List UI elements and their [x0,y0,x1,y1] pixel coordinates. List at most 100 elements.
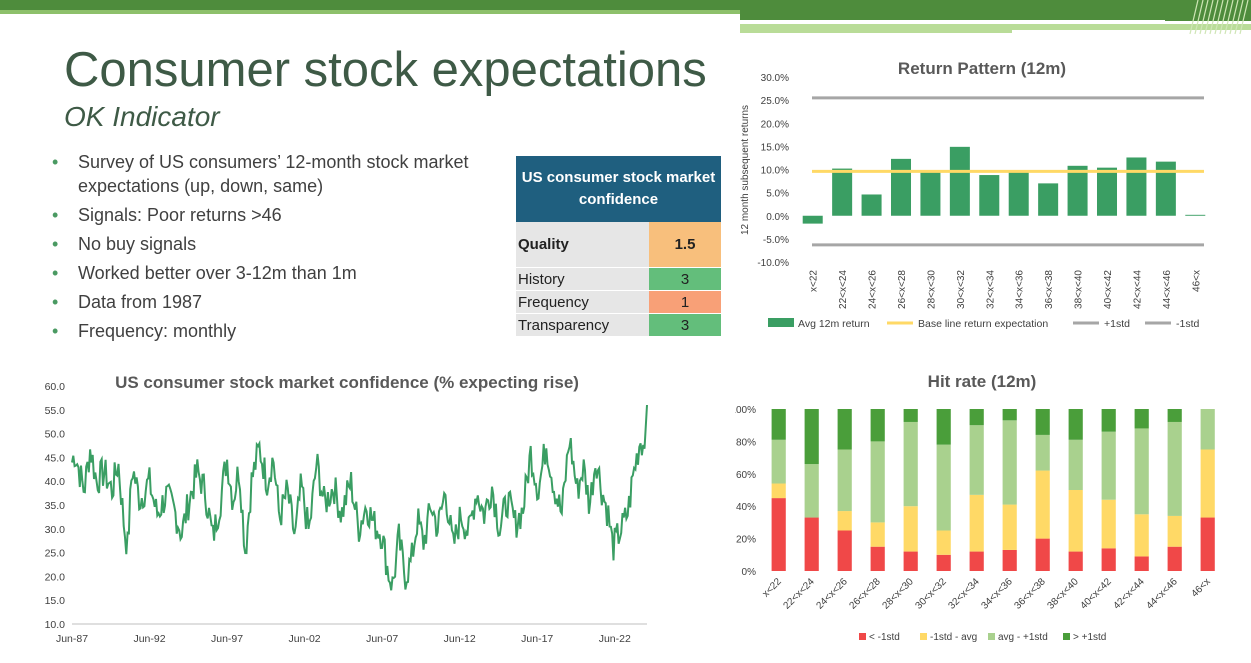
stacked-bar-segment [936,409,951,445]
x-tick-label: Jun-02 [289,633,321,645]
stacked-bar-segment [1035,434,1050,471]
score-row-history: History 3 [516,267,721,290]
y-axis-label: 12 month subsequent returns [740,105,751,235]
y-tick-label: 10.0% [761,166,789,177]
x-tick-label: 38<x<40 [1046,576,1082,612]
stacked-bar-segment [936,444,951,531]
legend-label: +1std [1104,318,1130,330]
bar-avg-return [1155,161,1176,216]
stacked-bar-segment [903,409,918,422]
x-tick-label: 30<x<32 [914,576,950,612]
stacked-bar-segment [1134,556,1149,571]
y-tick-label: 30.0% [761,73,789,84]
score-table: US consumer stock market confidence Qual… [516,156,721,336]
stacked-bar-segment [804,517,819,571]
stacked-bar-segment [771,409,786,440]
header-decoration [0,0,1251,35]
stacked-bar-segment [837,530,852,571]
page-subtitle: OK Indicator [64,101,220,132]
stacked-bar-segment [804,409,819,465]
score-label: Quality [516,222,649,267]
legend-label: -1std - avg [930,632,977,643]
legend-label: Base line return expectation [918,318,1048,330]
y-tick-label: 0.0% [766,212,789,223]
stacked-bar-segment [1134,409,1149,429]
bar-avg-return [1008,171,1029,216]
x-tick-label: 40<x<42 [1103,270,1114,309]
bar-avg-return [802,215,823,224]
legend-swatch [988,633,995,640]
legend-swatch [1063,633,1070,640]
y-tick-label: 100% [735,405,756,416]
stacked-bar-segment [1002,504,1017,550]
bar-avg-return [861,194,882,216]
stacked-bar-segment [1200,409,1215,450]
y-tick-label: 60% [736,470,756,481]
bullet-list: Survey of US consumers’ 12-month stock m… [52,150,502,348]
x-tick-label: 36<x<38 [1044,270,1055,309]
stacked-bar-segment [1068,490,1083,552]
stacked-bar-segment [870,522,885,547]
stacked-bar-segment [1068,551,1083,571]
y-tick-label: 10.0 [45,619,66,631]
x-tick-label: Jun-17 [521,633,553,645]
y-tick-label: 35.0 [45,500,66,512]
stacked-bar-segment [837,409,852,450]
stacked-bar-segment [1002,420,1017,505]
bar-avg-return [890,158,912,216]
bar-avg-return [1185,214,1206,216]
stacked-bar-segment [1101,409,1116,432]
chart-title: Hit rate (12m) [928,372,1037,391]
y-tick-label: -10.0% [757,258,789,269]
stacked-bar-segment [1167,515,1182,547]
legend-swatch [859,633,866,640]
y-tick-label: 25.0 [45,548,66,560]
y-tick-label: 15.0% [761,142,789,153]
x-tick-label: 44<x<46 [1162,270,1173,309]
y-tick-label: 15.0 [45,595,66,607]
stacked-bar-segment [936,554,951,571]
stacked-bar-segment [1134,514,1149,557]
series-line [71,404,648,591]
bar-avg-return [920,172,941,216]
bar-avg-return [832,168,853,216]
chart-title: US consumer stock market confidence (% e… [115,373,579,392]
x-tick-label: x<22 [809,270,820,292]
y-tick-label: 0% [742,567,757,578]
stacked-bar-segment [1200,517,1215,571]
stacked-bar-segment [870,546,885,571]
bar-avg-return [1067,165,1088,216]
bar-avg-return [949,146,970,216]
score-value: 1 [649,291,721,313]
y-tick-label: 45.0 [45,452,66,464]
score-label: History [516,268,649,290]
hit-rate-chart: Hit rate (12m) 0% 20% 40% 60% 80% 100% x<2222<x… [735,372,1215,643]
legend-swatch [920,633,927,640]
bar-avg-return [1096,167,1118,216]
x-tick-label: 34<x<36 [980,576,1016,612]
x-tick-label: 42<x<44 [1132,270,1143,309]
y-tick-label: 30.0 [45,524,66,536]
page-title: Consumer stock expectations [64,43,707,97]
y-tick-label: 5.0% [766,189,789,200]
stacked-bar-segment [870,409,885,442]
stacked-bar-segment [1101,548,1116,571]
y-tick-label: 55.0 [45,405,66,417]
stacked-bar-segment [903,506,918,552]
x-tick-label: Jun-87 [56,633,88,645]
x-tick-label: 22<x<24 [782,576,818,612]
x-tick-label: 46<x [1191,270,1202,292]
x-tick-label: 34<x<36 [1015,270,1026,309]
legend-swatch [768,318,794,327]
stacked-bar-segment [771,498,786,571]
stacked-bar-segment [1035,409,1050,435]
stacked-bar-segment [1002,409,1017,421]
x-tick-label: Jun-97 [211,633,243,645]
x-tick-label: Jun-92 [133,633,165,645]
score-value: 3 [649,268,721,290]
stacked-bar-segment [771,483,786,499]
return-pattern-chart: Return Pattern (12m) 12 month subsequent … [740,59,1206,330]
bullet-item: Signals: Poor returns >46 [52,203,502,227]
x-tick-label: 30<x<32 [956,270,967,309]
stacked-bar-segment [1035,538,1050,571]
